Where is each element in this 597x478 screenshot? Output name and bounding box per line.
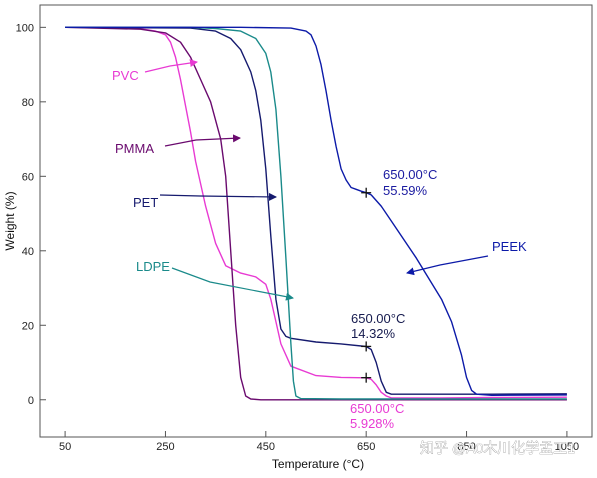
pvc-weight-annotation: 5.928% xyxy=(350,416,395,431)
pvc-temp-annotation: 650.00°C xyxy=(350,401,404,416)
marker-pet xyxy=(361,341,372,352)
x-tick-label: 650 xyxy=(357,441,375,453)
label-pet: PET xyxy=(133,195,158,210)
label-ldpe: LDPE xyxy=(136,259,170,274)
plot-frame xyxy=(39,4,593,438)
pet-temp-annotation: 650.00°C xyxy=(351,311,405,326)
x-tick-label: 250 xyxy=(156,441,174,453)
y-tick-label: 20 xyxy=(22,320,34,332)
series-line-peek xyxy=(65,26,567,396)
arrow-pmma xyxy=(164,134,241,147)
label-peek: PEEK xyxy=(492,239,527,254)
series-line-pet xyxy=(65,26,567,395)
label-pvc: PVC xyxy=(112,68,139,83)
label-arrows xyxy=(144,59,489,301)
x-axis-title: Temperature (°C) xyxy=(272,457,364,471)
y-axis-title: Weight (%) xyxy=(3,191,17,250)
y-tick-label: 100 xyxy=(16,22,34,34)
arrow-ldpe xyxy=(171,267,294,301)
y-tick-label: 80 xyxy=(22,97,34,109)
y-tick-label: 0 xyxy=(28,395,34,407)
y-axis-ticks: 0 20 40 60 80 100 xyxy=(16,22,46,407)
peek-temp-annotation: 650.00°C xyxy=(383,167,437,182)
series-lines xyxy=(65,26,567,401)
x-axis-ticks: 50 250 450 650 850 1050 xyxy=(59,431,579,453)
arrow-peek xyxy=(406,255,489,276)
label-pmma: PMMA xyxy=(115,141,154,156)
x-tick-label: 50 xyxy=(59,441,71,453)
point-markers xyxy=(361,187,372,383)
series-line-pvc xyxy=(65,26,567,399)
watermark-text: 知乎 @A0木川化学孟工1 xyxy=(420,440,575,456)
pet-weight-annotation: 14.32% xyxy=(351,326,396,341)
x-tick-label: 1050 xyxy=(555,441,579,453)
x-tick-label: 450 xyxy=(257,441,275,453)
y-tick-label: 60 xyxy=(22,171,34,183)
arrow-pvc xyxy=(144,59,198,73)
series-line-pmma xyxy=(65,26,567,401)
arrow-pet xyxy=(159,192,277,201)
series-line-ldpe xyxy=(65,26,567,400)
y-tick-label: 40 xyxy=(22,246,34,258)
peek-weight-annotation: 55.59% xyxy=(383,183,428,198)
x-tick-label: 850 xyxy=(457,441,475,453)
marker-pvc xyxy=(361,372,372,383)
marker-peek xyxy=(361,187,372,198)
